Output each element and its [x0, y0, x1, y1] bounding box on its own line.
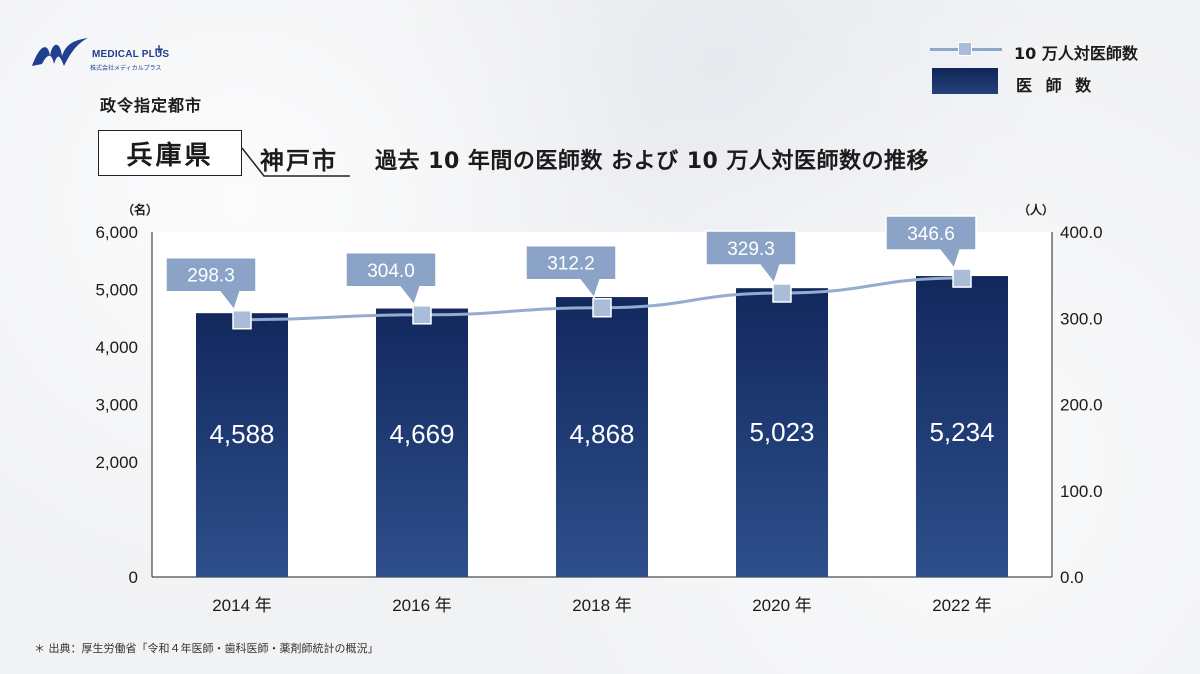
prefecture-name: 兵庫県 — [126, 140, 214, 171]
line-point-marker — [772, 283, 792, 303]
x-axis-category-label: 2020 年 — [752, 596, 812, 615]
line-point-marker — [592, 297, 612, 318]
prefecture-city-connector — [242, 147, 350, 177]
line-point-marker — [952, 268, 972, 288]
line-value-callout — [165, 256, 257, 312]
legend-item-bar: 医 師 数 — [930, 68, 1190, 98]
legend-bar-label: 医 師 数 — [1016, 76, 1096, 95]
bar-physicians — [196, 313, 288, 577]
category-label: 政令指定都市 — [100, 96, 203, 115]
bar-value-label: 4,588 — [209, 419, 274, 449]
legend-line-label: 10 万人対医師数 — [1014, 44, 1138, 63]
bar-physicians — [916, 276, 1008, 577]
right-axis-tick-label: 200.0 — [1060, 396, 1103, 415]
left-axis-tick-label: 5,000 — [95, 281, 138, 300]
x-axis-category-label: 2016 年 — [392, 596, 452, 615]
left-axis-tick-label: 0 — [129, 568, 138, 587]
bar-value-label: 4,868 — [569, 419, 634, 449]
right-axis-tick-label: 0.0 — [1060, 568, 1084, 587]
logo-plus-mark: + — [154, 42, 165, 56]
x-axis-category-label: 2014 年 — [212, 596, 272, 615]
left-axis-tick-label: 2,000 — [95, 453, 138, 472]
line-value-callout — [525, 244, 617, 300]
line-value-label: 304.0 — [367, 261, 415, 282]
bar-physicians — [376, 308, 468, 577]
line-value-label: 329.3 — [727, 239, 775, 260]
left-axis-unit: （名） — [122, 202, 158, 217]
bar-physicians — [736, 288, 828, 577]
line-point-marker — [412, 305, 432, 325]
line-point-marker — [232, 309, 252, 330]
logo-wordmark: MEDICAL PLUS — [92, 49, 170, 60]
left-axis-tick-label: 4,000 — [95, 338, 138, 357]
x-axis-category-label: 2018 年 — [572, 596, 632, 615]
line-value-label: 298.3 — [187, 266, 235, 287]
line-value-label: 312.2 — [547, 254, 595, 275]
bar-value-label: 4,669 — [389, 419, 454, 449]
right-axis-unit: （人） — [1018, 202, 1054, 217]
prefecture-box: 兵庫県 — [98, 130, 242, 176]
line-value-callout — [345, 252, 437, 307]
legend-bar-swatch — [932, 68, 998, 94]
city-name: 神戸市 — [260, 147, 338, 175]
logo-subtext: 株式会社メディカルプラス — [90, 66, 162, 72]
right-axis-tick-label: 300.0 — [1060, 309, 1103, 328]
right-axis-tick-label: 100.0 — [1060, 482, 1103, 501]
bar-value-label: 5,234 — [929, 417, 994, 447]
bar-value-label: 5,023 — [749, 417, 814, 447]
x-axis-category-label: 2022 年 — [932, 596, 992, 615]
legend-item-line: 10 万人対医師数 — [930, 38, 1190, 63]
right-axis-tick-label: 400.0 — [1060, 223, 1103, 242]
line-value-callout — [705, 230, 797, 285]
chart-title: 過去 10 年間の医師数 および 10 万人対医師数の推移 — [375, 149, 930, 174]
medical-plus-logo — [32, 38, 88, 66]
left-axis-tick-label: 6,000 — [95, 223, 138, 242]
line-value-callout — [885, 215, 977, 270]
bar-physicians — [556, 297, 648, 577]
source-note: ＊ 出典：厚生労働省「令和４年医師・歯科医師・薬剤師統計の概況」 — [34, 642, 379, 655]
left-axis-tick-label: 3,000 — [95, 396, 138, 415]
line-value-label: 346.6 — [907, 224, 955, 245]
legend-line-marker — [958, 42, 972, 56]
